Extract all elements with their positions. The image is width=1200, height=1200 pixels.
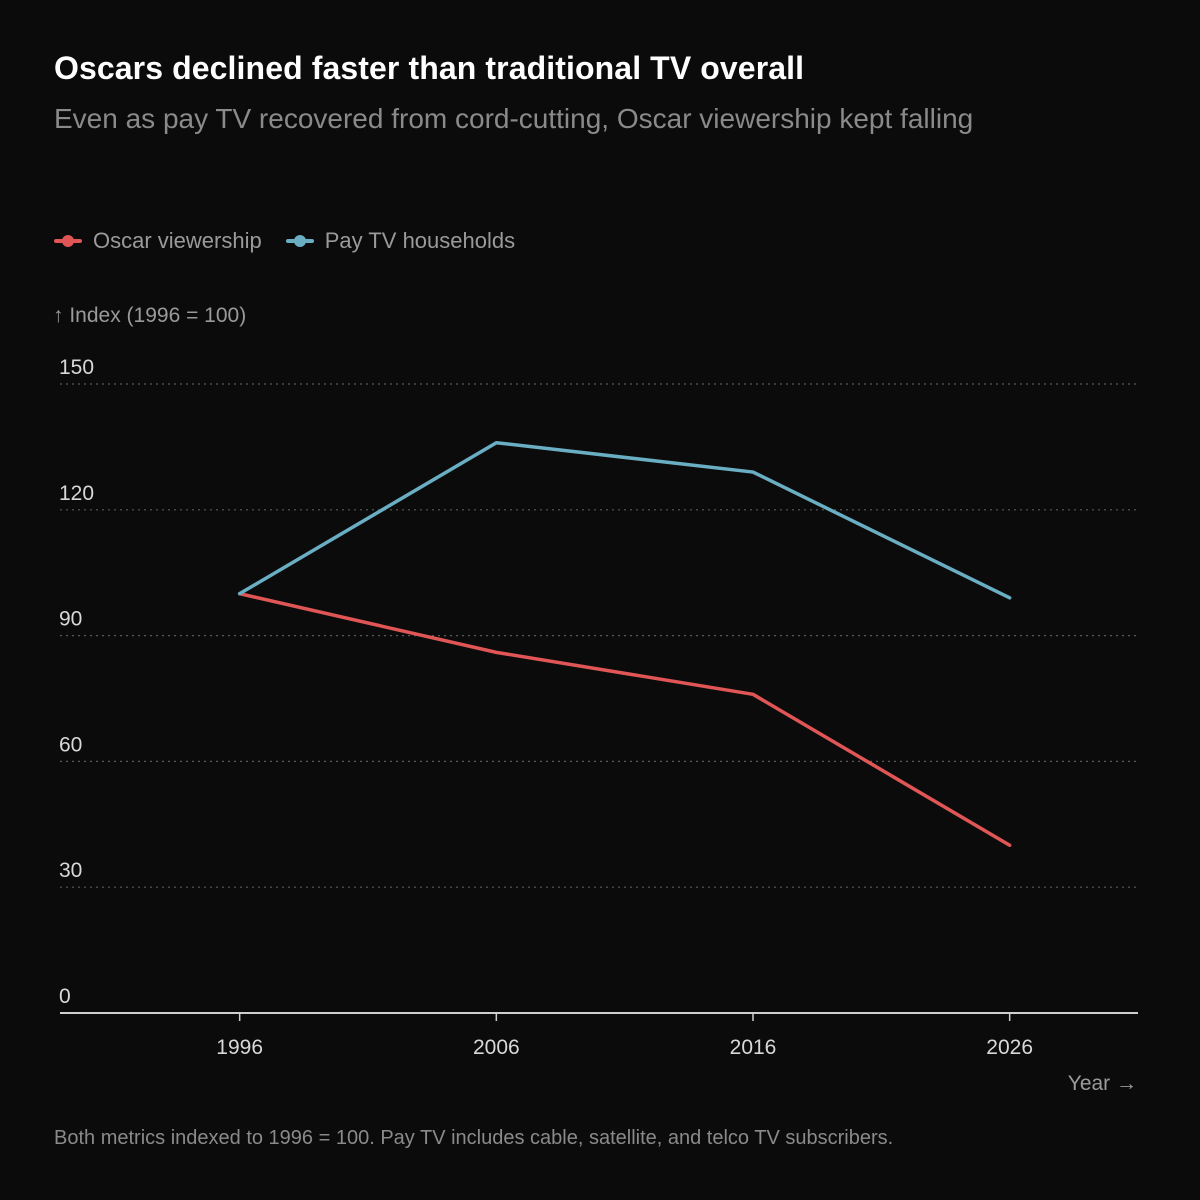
legend-label-oscar: Oscar viewership	[93, 228, 262, 253]
grid-layer	[60, 383, 1138, 888]
axis-layer: 0 30 60 90 120 150 1996 2006 2016 2026	[59, 356, 1138, 1059]
y-axis-label: ↑ Index (1996 = 100)	[53, 304, 246, 327]
y-tick-label-150: 150	[59, 356, 94, 379]
x-tick-label-2016: 2016	[730, 1036, 777, 1059]
x-tick-label-2026: 2026	[986, 1036, 1033, 1059]
chart-subtitle: Even as pay TV recovered from cord-cutti…	[54, 103, 974, 134]
series-layer	[237, 440, 1012, 848]
y-tick-label-120: 120	[59, 482, 94, 505]
legend-swatch-paytv	[285, 235, 314, 247]
legend-item-oscar: Oscar viewership	[54, 228, 262, 254]
series-line-paytv	[237, 440, 1012, 600]
y-tick-label-60: 60	[59, 733, 82, 756]
legend-swatch-oscar	[54, 235, 82, 247]
legend-label-paytv: Pay TV households	[324, 228, 516, 253]
series-line-oscar	[237, 591, 1012, 848]
y-tick-label-30: 30	[59, 859, 82, 882]
footnote: Both metrics indexed to 1996 = 100. Pay …	[54, 1127, 894, 1149]
x-tick-label-1996: 1996	[216, 1036, 263, 1059]
chart-title: Oscars declined faster than traditional …	[54, 50, 805, 86]
legend: Oscar viewership Pay TV households	[54, 228, 539, 254]
x-axis-label: Year →	[1068, 1072, 1137, 1095]
legend-item-paytv: Pay TV households	[285, 228, 516, 254]
y-tick-label-90: 90	[59, 608, 82, 631]
y-tick-label-0: 0	[59, 985, 71, 1008]
x-tick-label-2006: 2006	[473, 1036, 520, 1059]
